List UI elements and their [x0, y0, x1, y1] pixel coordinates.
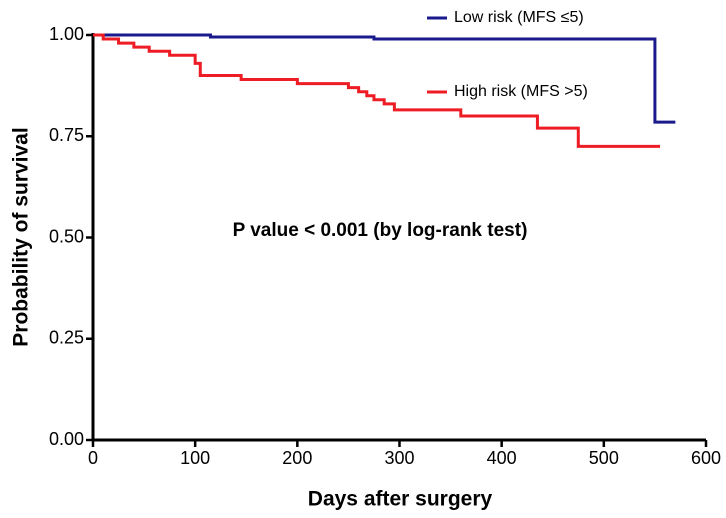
y-tick-label: 0.00	[49, 429, 84, 449]
x-tick-label: 200	[282, 448, 312, 468]
y-tick-label: 0.25	[49, 328, 84, 348]
survival-curve	[93, 33, 661, 148]
x-axis-title: Days after surgery	[308, 488, 493, 511]
x-tick-label: 500	[589, 448, 619, 468]
annotation: P value < 0.001 (by log-rank test)	[233, 220, 528, 241]
x-tick-label: 300	[384, 448, 414, 468]
y-tick-label: 0.50	[49, 226, 84, 246]
y-tick-label: 0.75	[49, 125, 84, 145]
survival-curve	[93, 33, 676, 124]
y-tick-label: 1.00	[49, 24, 84, 44]
y-axis-title: Probability of survival	[10, 127, 33, 346]
legend-label: Low risk (MFS ≤5)	[454, 9, 584, 26]
x-tick-label: 100	[180, 448, 210, 468]
x-tick-label: 0	[88, 448, 98, 468]
legend-label: High risk (MFS >5)	[454, 83, 588, 100]
x-tick-label: 400	[487, 448, 517, 468]
x-tick-label: 600	[691, 448, 721, 468]
